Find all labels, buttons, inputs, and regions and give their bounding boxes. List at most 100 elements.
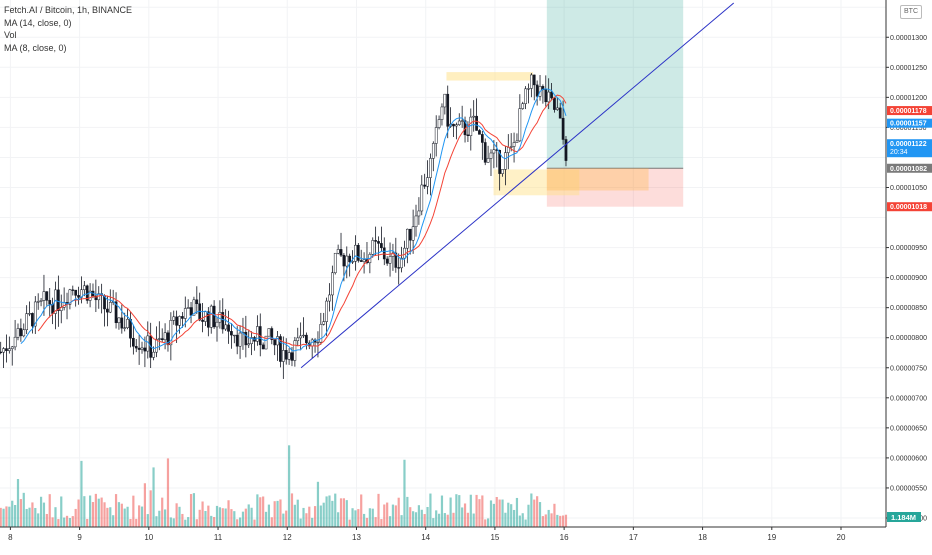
candle-body	[342, 254, 346, 267]
volume-bar	[518, 515, 521, 527]
volume-bar	[308, 506, 311, 527]
candle-body	[535, 84, 539, 97]
volume-bar	[201, 501, 204, 527]
volume-bar	[195, 519, 198, 527]
candle-body	[281, 350, 285, 362]
y-tick-label: 0.00001200	[890, 95, 927, 102]
candle-body	[2, 348, 5, 353]
candle-body	[106, 308, 109, 313]
candle-body	[564, 139, 568, 161]
candle-body	[359, 260, 363, 262]
profit-zone	[546, 0, 684, 169]
legend-ma14[interactable]: MA (14, close, 0)	[4, 17, 72, 28]
legend-ma8[interactable]: MA (8, close, 0)	[4, 42, 67, 53]
volume-bar	[68, 517, 72, 527]
volume-bar	[458, 495, 461, 527]
volume-bar	[117, 502, 121, 527]
candle-body	[443, 93, 447, 108]
candle-body	[132, 337, 135, 347]
candle-body	[339, 249, 343, 256]
volume-bar	[11, 500, 14, 527]
volume-bar	[547, 509, 550, 527]
volume-bar	[302, 507, 305, 527]
volume-bar	[429, 493, 432, 527]
volume-bar	[337, 512, 340, 527]
price-label: 0.00001157	[890, 121, 927, 128]
volume-bar	[455, 494, 458, 527]
volume-bar	[210, 515, 213, 527]
volume-bar	[550, 513, 553, 527]
candle-body	[331, 272, 334, 296]
candle-body	[544, 89, 548, 103]
volume-bar	[166, 458, 170, 527]
volume-bar	[351, 508, 354, 527]
volume-bar	[279, 499, 282, 527]
candle-body	[261, 344, 265, 350]
volume-bar	[42, 502, 46, 527]
volume-bar	[123, 508, 126, 527]
y-tick-label: 0.00001050	[890, 185, 927, 192]
volume-bar	[39, 496, 43, 527]
y-tick-labels: 0.00001300 0.00001250 0.00001200 0.00001150…	[886, 35, 927, 522]
volume-bar	[553, 503, 556, 527]
volume-bar	[253, 519, 256, 527]
candle-body	[31, 313, 34, 327]
volume-bar	[426, 507, 429, 527]
y-tick-label: 0.00000750	[890, 365, 927, 372]
volume-bar	[181, 513, 184, 527]
volume-bar	[394, 505, 397, 527]
candle-body	[10, 346, 14, 349]
volume-bar	[362, 513, 366, 527]
volume-bar	[461, 507, 464, 527]
volume-bar	[57, 519, 60, 527]
volume-bar	[564, 514, 568, 527]
volume-bar	[273, 501, 276, 527]
candle-body	[230, 331, 233, 336]
volume-bar	[155, 516, 158, 527]
ma14-line	[37, 94, 567, 347]
candle-body	[244, 331, 248, 346]
candle-body	[13, 336, 17, 348]
volume-bar	[556, 514, 559, 527]
currency-badge[interactable]: BTC	[900, 5, 922, 19]
candle-body	[25, 313, 28, 331]
volume-bar	[230, 509, 233, 527]
candle-body	[316, 341, 320, 344]
candle-body	[212, 305, 216, 328]
price-label: 0.00001018	[890, 204, 927, 211]
volume-bar	[515, 497, 519, 527]
candle-body	[518, 108, 522, 142]
volume-bar	[501, 499, 504, 527]
volume-bar	[250, 507, 253, 527]
volume-bar	[406, 496, 409, 527]
volume-bar	[541, 516, 545, 527]
candle-body	[411, 226, 415, 241]
candle-body	[74, 289, 78, 296]
candle-body	[420, 184, 424, 212]
volume-bar	[88, 495, 92, 527]
candle-body	[408, 228, 412, 241]
volume-bar	[224, 508, 227, 527]
candle-body	[140, 347, 144, 350]
volume-bar	[138, 505, 141, 527]
candle-body	[28, 313, 31, 315]
volume-bar	[536, 496, 539, 527]
volume-bar	[544, 514, 547, 527]
volume-bar	[28, 507, 31, 527]
volume-bar	[538, 502, 542, 527]
volume-bar	[383, 504, 386, 527]
candle-body	[356, 244, 360, 261]
volume-bar	[152, 467, 155, 527]
resistance-box	[446, 72, 533, 81]
candle-body	[276, 336, 279, 346]
volume-bar	[109, 507, 112, 527]
candle-body	[561, 117, 565, 140]
legend-vol[interactable]: Vol	[4, 30, 17, 40]
volume-bar	[311, 517, 314, 527]
candle-body	[7, 348, 11, 351]
orange-box	[546, 168, 649, 191]
volume-bar	[484, 519, 487, 527]
candle-body	[16, 328, 20, 338]
